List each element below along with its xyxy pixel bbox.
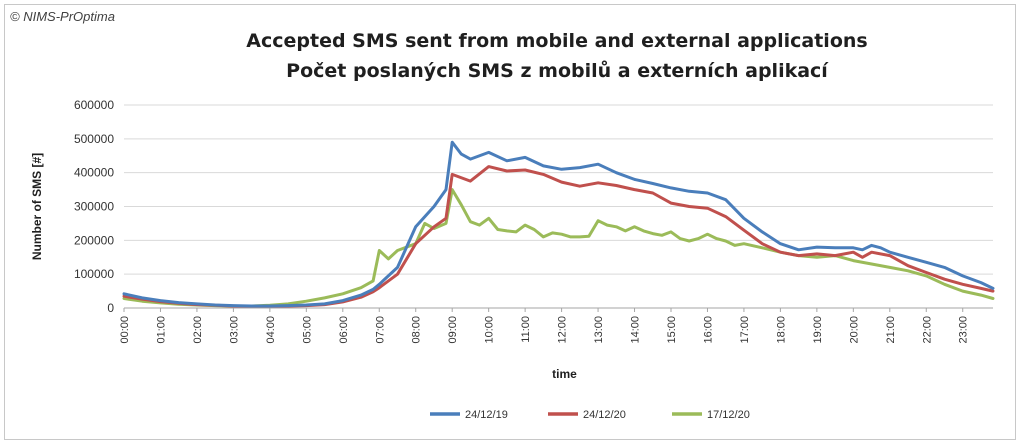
x-tick-label: 06:00 — [338, 316, 350, 344]
y-tick-label: 0 — [107, 301, 114, 315]
x-tick-label: 21:00 — [885, 316, 897, 344]
x-tick-label: 12:00 — [557, 316, 569, 344]
copyright-text: © NIMS-PrOptima — [10, 9, 115, 24]
x-tick-label: 07:00 — [374, 316, 386, 344]
x-tick-label: 02:00 — [192, 316, 204, 344]
x-tick-label: 22:00 — [921, 316, 933, 344]
x-tick-label: 04:00 — [265, 316, 277, 344]
y-axis-ticks: 0 100000 200000 300000 400000 500000 600000 — [74, 98, 114, 315]
legend: 24/12/19 24/12/20 17/12/20 — [430, 409, 750, 421]
x-tick-label: 00:00 — [119, 316, 131, 344]
y-tick-label: 100000 — [74, 267, 114, 281]
x-tick-label: 13:00 — [593, 316, 605, 344]
x-tick-label: 08:00 — [411, 316, 423, 344]
x-tick-label: 17:00 — [739, 316, 751, 344]
series-line-24-12-20 — [122, 165, 995, 308]
x-tick-label: 15:00 — [666, 316, 678, 344]
x-tick-label: 16:00 — [702, 316, 714, 344]
y-tick-label: 200000 — [74, 233, 114, 247]
series-line-17-12-20 — [122, 188, 995, 308]
chart-title: Accepted SMS sent from mobile and extern… — [246, 30, 868, 52]
x-axis-ticks: 00:00 01:00 02:00 03:00 04:00 05:00 06:00 07:00… — [119, 308, 970, 344]
chart-subtitle: Počet poslaných SMS z mobilů a externích… — [286, 60, 828, 82]
series-lines — [122, 140, 995, 308]
y-tick-label: 400000 — [74, 166, 114, 180]
x-tick-label: 23:00 — [958, 316, 970, 344]
x-tick-label: 18:00 — [775, 316, 787, 344]
y-tick-label: 500000 — [74, 132, 114, 146]
x-tick-label: 20:00 — [848, 316, 860, 344]
x-axis-label: time — [552, 367, 577, 381]
gridlines — [124, 104, 993, 309]
y-tick-label: 300000 — [74, 200, 114, 214]
x-tick-label: 01:00 — [155, 316, 167, 344]
y-axis-label: Number of SMS [#] — [30, 153, 44, 260]
legend-entry: 24/12/19 — [465, 409, 508, 421]
legend-entry: 24/12/20 — [583, 409, 626, 421]
x-tick-label: 03:00 — [228, 316, 240, 344]
x-tick-label: 19:00 — [812, 316, 824, 344]
x-tick-label: 10:00 — [484, 316, 496, 344]
x-tick-label: 09:00 — [447, 316, 459, 344]
x-tick-label: 14:00 — [630, 316, 642, 344]
y-tick-label: 600000 — [74, 98, 114, 112]
x-tick-label: 11:00 — [520, 316, 532, 343]
chart-frame — [4, 4, 1016, 440]
x-tick-label: 05:00 — [301, 316, 313, 344]
legend-entry: 17/12/20 — [707, 409, 750, 421]
series-line-24-12-19 — [122, 140, 995, 308]
